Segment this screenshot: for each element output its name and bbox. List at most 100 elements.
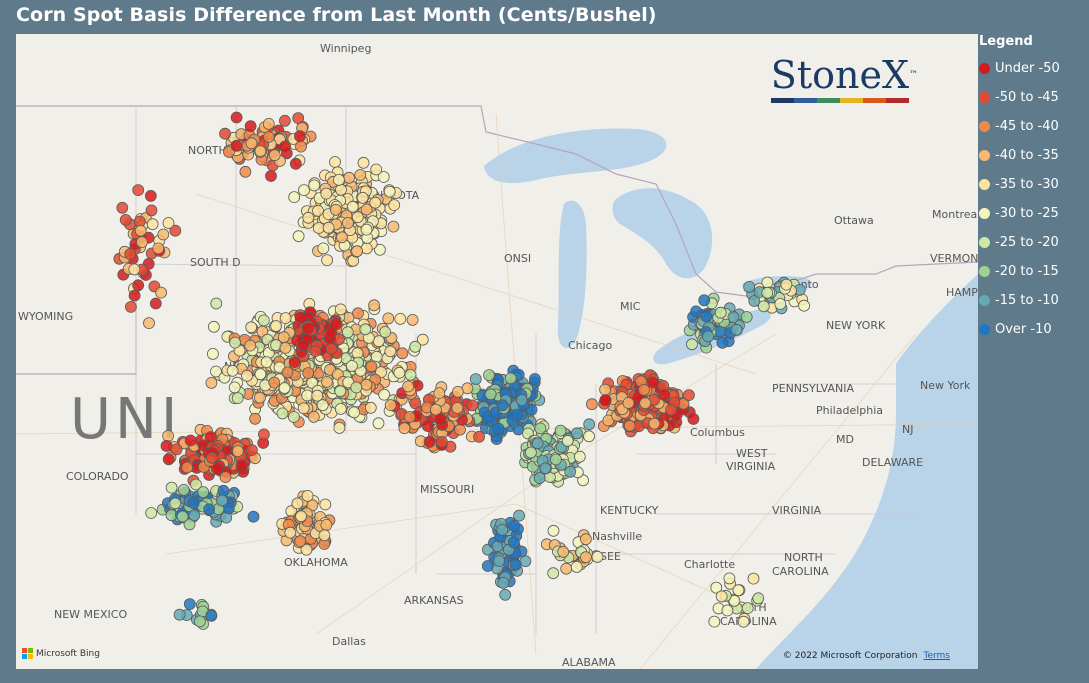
basis-point[interactable]	[254, 368, 267, 381]
basis-point[interactable]	[329, 203, 342, 216]
basis-point[interactable]	[483, 369, 496, 382]
basis-point[interactable]	[357, 156, 370, 169]
basis-point[interactable]	[278, 382, 291, 394]
basis-point[interactable]	[570, 561, 583, 573]
basis-point[interactable]	[700, 310, 713, 323]
basis-point[interactable]	[253, 391, 266, 404]
basis-point[interactable]	[301, 389, 314, 402]
basis-point[interactable]	[774, 298, 787, 310]
basis-point[interactable]	[249, 412, 262, 425]
basis-point[interactable]	[245, 321, 258, 334]
basis-point[interactable]	[360, 203, 373, 216]
basis-point[interactable]	[583, 430, 595, 443]
basis-point[interactable]	[262, 118, 275, 130]
basis-point[interactable]	[351, 245, 364, 258]
basis-point[interactable]	[241, 369, 253, 382]
basis-point[interactable]	[145, 204, 158, 217]
basis-point[interactable]	[245, 444, 258, 457]
basis-point[interactable]	[184, 434, 197, 447]
legend-item[interactable]: -40 to -35	[979, 141, 1089, 170]
basis-point[interactable]	[504, 372, 517, 385]
basis-point[interactable]	[128, 263, 141, 276]
legend-item[interactable]: -50 to -45	[979, 83, 1089, 112]
basis-point[interactable]	[335, 231, 348, 244]
basis-point[interactable]	[531, 437, 544, 450]
basis-point[interactable]	[547, 524, 560, 537]
basis-point[interactable]	[547, 567, 560, 580]
basis-point[interactable]	[359, 323, 372, 336]
basis-point[interactable]	[423, 435, 436, 448]
basis-point[interactable]	[529, 373, 541, 385]
basis-point[interactable]	[160, 439, 173, 452]
basis-point[interactable]	[295, 510, 308, 523]
basis-point[interactable]	[183, 518, 196, 531]
basis-point[interactable]	[308, 179, 321, 192]
basis-point[interactable]	[345, 360, 358, 372]
basis-point[interactable]	[319, 498, 332, 511]
basis-point[interactable]	[360, 378, 373, 391]
basis-point[interactable]	[311, 389, 324, 402]
basis-point[interactable]	[245, 137, 258, 150]
basis-point[interactable]	[235, 459, 248, 472]
basis-point[interactable]	[116, 201, 129, 214]
basis-point[interactable]	[329, 156, 341, 168]
basis-point[interactable]	[740, 311, 753, 323]
basis-point[interactable]	[370, 350, 383, 363]
basis-point[interactable]	[188, 509, 201, 522]
basis-point[interactable]	[190, 478, 202, 491]
basis-point[interactable]	[557, 545, 570, 558]
basis-point[interactable]	[307, 410, 320, 423]
basis-point[interactable]	[294, 535, 307, 548]
basis-point[interactable]	[219, 127, 232, 140]
basis-point[interactable]	[302, 367, 315, 380]
basis-point[interactable]	[507, 536, 520, 549]
basis-point[interactable]	[599, 383, 611, 396]
basis-point[interactable]	[473, 430, 486, 443]
basis-point[interactable]	[302, 322, 315, 335]
basis-point[interactable]	[210, 462, 223, 475]
basis-point[interactable]	[170, 443, 183, 456]
basis-point[interactable]	[533, 472, 546, 485]
basis-point[interactable]	[312, 222, 325, 234]
basis-point[interactable]	[761, 286, 774, 299]
basis-point[interactable]	[429, 403, 442, 416]
basis-point[interactable]	[451, 385, 464, 398]
basis-point[interactable]	[244, 120, 257, 133]
basis-point[interactable]	[247, 510, 260, 523]
basis-point[interactable]	[360, 223, 373, 236]
basis-point[interactable]	[334, 385, 347, 398]
basis-point[interactable]	[571, 427, 583, 440]
terms-link[interactable]: Terms	[923, 651, 950, 661]
basis-point[interactable]	[268, 376, 281, 389]
basis-point[interactable]	[281, 366, 294, 379]
basis-point[interactable]	[279, 342, 292, 354]
basis-point[interactable]	[509, 558, 522, 571]
basis-point[interactable]	[743, 280, 756, 293]
basis-point[interactable]	[293, 130, 306, 143]
basis-point[interactable]	[325, 326, 338, 339]
basis-point[interactable]	[382, 312, 395, 325]
basis-point[interactable]	[496, 399, 509, 412]
basis-point[interactable]	[295, 140, 307, 153]
basis-point[interactable]	[231, 392, 244, 405]
basis-point[interactable]	[262, 131, 275, 143]
basis-point[interactable]	[288, 356, 301, 369]
basis-point[interactable]	[364, 401, 377, 414]
basis-map[interactable]: UNI Winnipeg NORTH DAKOTA MINNESOTA SOUT…	[16, 34, 978, 669]
basis-point[interactable]	[260, 356, 273, 369]
basis-point[interactable]	[370, 163, 383, 176]
basis-point[interactable]	[335, 183, 347, 196]
basis-point[interactable]	[583, 418, 596, 431]
basis-point[interactable]	[334, 303, 347, 316]
basis-point[interactable]	[741, 602, 754, 614]
basis-point[interactable]	[350, 381, 363, 394]
basis-point[interactable]	[599, 394, 612, 407]
basis-point[interactable]	[732, 584, 745, 597]
basis-point[interactable]	[228, 381, 241, 394]
legend-item[interactable]: -15 to -10	[979, 286, 1089, 315]
legend-item[interactable]: -35 to -30	[979, 170, 1089, 199]
basis-point[interactable]	[727, 311, 740, 324]
basis-point[interactable]	[317, 242, 330, 255]
basis-point[interactable]	[134, 224, 147, 237]
basis-point[interactable]	[591, 551, 604, 563]
